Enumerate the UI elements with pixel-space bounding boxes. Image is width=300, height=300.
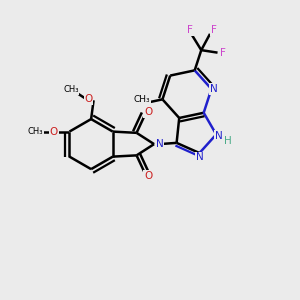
Text: O: O	[84, 94, 93, 104]
Text: N: N	[155, 139, 163, 149]
Text: N: N	[215, 131, 223, 141]
Text: O: O	[144, 171, 152, 181]
Text: CH₃: CH₃	[28, 127, 43, 136]
Text: H: H	[224, 136, 231, 146]
Text: F: F	[187, 25, 193, 35]
Text: F: F	[220, 48, 226, 58]
Text: O: O	[144, 107, 152, 117]
Text: CH₃: CH₃	[63, 85, 79, 94]
Text: CH₃: CH₃	[134, 95, 150, 104]
Text: N: N	[210, 84, 218, 94]
Text: O: O	[50, 127, 58, 136]
Text: N: N	[196, 152, 203, 163]
Text: F: F	[211, 25, 217, 35]
